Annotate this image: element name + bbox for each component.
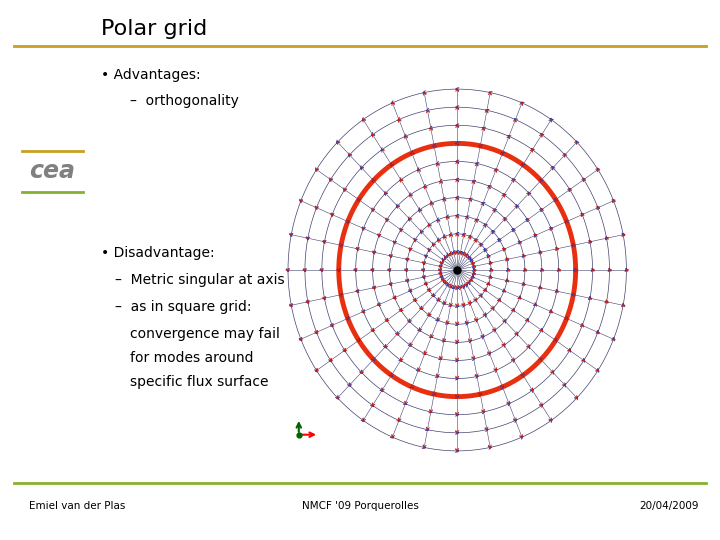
Text: • Advantages:: • Advantages: (101, 68, 200, 82)
Text: –  orthogonality: – orthogonality (130, 94, 238, 109)
Text: Polar grid: Polar grid (101, 19, 207, 39)
Text: • Disadvantage:: • Disadvantage: (101, 246, 215, 260)
Text: cea: cea (30, 159, 76, 183)
Text: –  Metric singular at axis: – Metric singular at axis (115, 273, 285, 287)
Text: convergence may fail: convergence may fail (130, 327, 279, 341)
Text: Emiel van der Plas: Emiel van der Plas (29, 501, 125, 511)
Text: specific flux surface: specific flux surface (130, 375, 268, 389)
Text: 20/04/2009: 20/04/2009 (639, 501, 698, 511)
Text: –  as in square grid:: – as in square grid: (115, 300, 252, 314)
Text: NMCF '09 Porquerolles: NMCF '09 Porquerolles (302, 501, 418, 511)
Text: for modes around: for modes around (130, 351, 253, 365)
